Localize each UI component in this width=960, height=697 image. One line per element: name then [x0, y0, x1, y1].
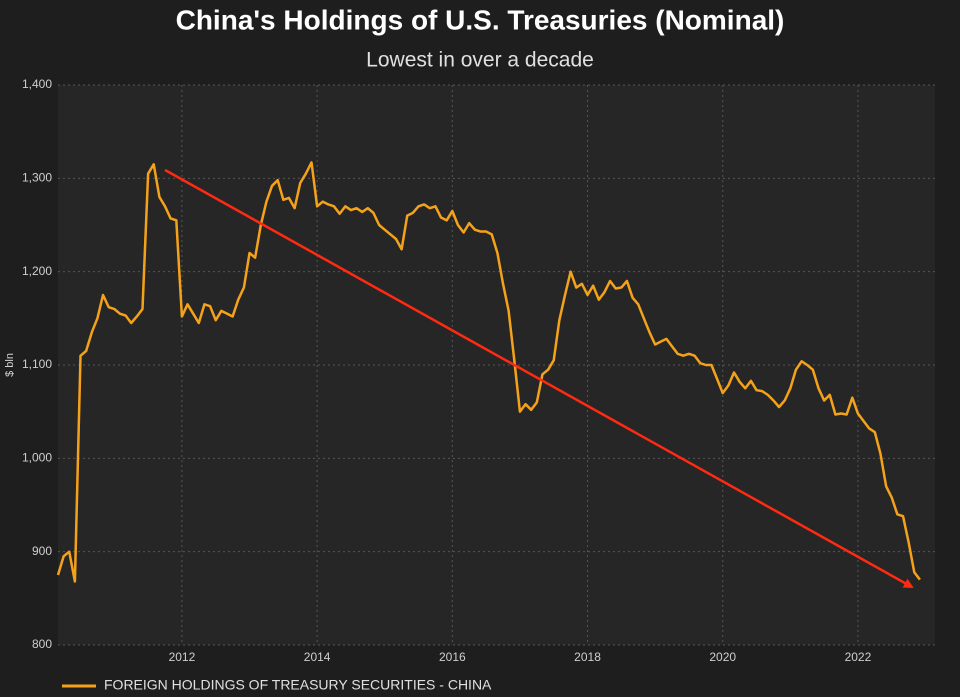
chart-title: China's Holdings of U.S. Treasuries (Nom… — [176, 4, 785, 35]
x-tick-label: 2018 — [574, 650, 601, 664]
y-tick-label: 1,100 — [22, 357, 52, 371]
chart-subtitle: Lowest in over a decade — [366, 49, 594, 72]
x-tick-label: 2020 — [709, 650, 736, 664]
legend-label: FOREIGN HOLDINGS OF TREASURY SECURITIES … — [104, 677, 492, 693]
x-tick-label: 2022 — [845, 650, 872, 664]
y-tick-label: 1,400 — [22, 77, 52, 91]
series-line — [56, 161, 921, 583]
x-tick-label: 2014 — [304, 650, 331, 664]
y-axis-label: $ bln — [4, 353, 16, 377]
x-tick-label: 2012 — [169, 650, 196, 664]
x-tick-label: 2016 — [439, 650, 466, 664]
y-tick-label: 1,200 — [22, 264, 52, 278]
y-tick-label: 1,300 — [22, 171, 52, 185]
marks — [56, 161, 921, 583]
trend-arrow — [164, 168, 914, 589]
y-tick-label: 800 — [32, 637, 52, 651]
y-tick-label: 1,000 — [22, 451, 52, 465]
y-tick-label: 900 — [32, 544, 52, 558]
grid — [58, 84, 935, 646]
